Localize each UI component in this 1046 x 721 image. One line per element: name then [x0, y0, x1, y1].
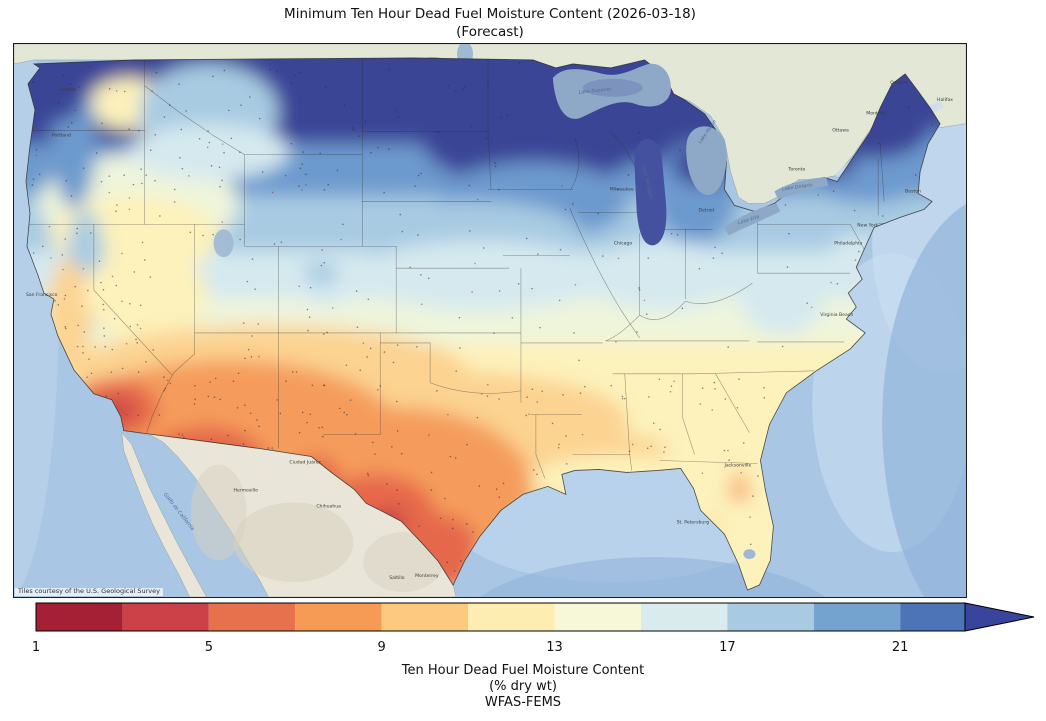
- colorbar-segment: [468, 603, 555, 631]
- map-frame: Lake Superior Lake Michigan Lake Huron Lake…: [13, 43, 967, 598]
- colorbar: 1 5 9 13 17 21: [0, 601, 1046, 663]
- lake-huron: [686, 126, 727, 195]
- colorbar-segment: [640, 603, 728, 631]
- title-line2: (Forecast): [456, 23, 524, 40]
- state-boundaries: [25, 57, 927, 479]
- colorbar-segment: [900, 603, 965, 631]
- colorbar-tick-label: 21: [892, 640, 909, 655]
- city-label: Philadelphia: [834, 240, 862, 246]
- city-label: Saltillo: [389, 575, 405, 581]
- city-label: Ottawa: [832, 128, 849, 134]
- title-line1: Minimum Ten Hour Dead Fuel Moisture Cont…: [284, 6, 696, 22]
- mexico-land: [121, 430, 457, 597]
- caption-line1: Ten Hour Dead Fuel Moisture Content: [401, 663, 645, 678]
- city-label: Portland: [52, 133, 71, 139]
- great-salt-lake: [213, 229, 234, 258]
- colorbar-tick-label: 5: [205, 640, 213, 655]
- lake-erie: [724, 203, 781, 236]
- city-label: Virginia Beach: [820, 312, 853, 318]
- colorbar-tick-label: 9: [378, 640, 386, 655]
- colorbar-segment: [122, 603, 209, 631]
- caption-line2: (% dry wt): [489, 679, 557, 694]
- city-label: Toronto: [787, 167, 805, 173]
- city-label: Monterrey: [415, 573, 439, 579]
- city-label: Jacksonville: [724, 462, 752, 468]
- city-label: Halifax: [937, 97, 953, 103]
- colorbar-outline: [35, 602, 966, 632]
- great-lakes: [213, 63, 829, 560]
- colorbar-segment: [208, 603, 296, 631]
- city-label: New York: [857, 222, 878, 228]
- map-attribution: Tiles courtesy of the U.S. Geological Su…: [15, 587, 163, 596]
- water-label: Lake Ontario: [782, 182, 813, 192]
- city-label: Chihuahua: [316, 503, 341, 509]
- colorbar-segment: [295, 603, 382, 631]
- city-label: Detroit: [699, 207, 715, 213]
- colorbar-segment: [381, 603, 469, 631]
- colorbar-segment: [36, 603, 123, 631]
- water-label: Lake Superior: [578, 86, 612, 96]
- colorbar-tick-label: 17: [719, 640, 736, 655]
- city-label: St. Petersburg: [677, 519, 710, 525]
- lake-ontario: [774, 177, 829, 200]
- caption: Ten Hour Dead Fuel Moisture Content (% d…: [0, 663, 1046, 711]
- colorbar-tick-label: 1: [32, 640, 40, 655]
- lake-michigan: [634, 138, 667, 246]
- colorbar-arrow: [964, 602, 1035, 632]
- city-label: Seattle: [60, 87, 76, 93]
- city-label: Montréal: [866, 110, 886, 117]
- city-label: Hermosillo: [234, 487, 259, 493]
- city-label: Milwaukee: [610, 186, 634, 192]
- colorbar-segment: [554, 603, 641, 631]
- figure-title: Minimum Ten Hour Dead Fuel Moisture Cont…: [13, 6, 967, 42]
- city-label: Ciudad Juárez: [289, 458, 321, 465]
- colorbar-svg: 1 5 9 13 17 21: [32, 602, 1035, 655]
- colorbar-segment: [727, 603, 814, 631]
- lake-okeechobee: [743, 549, 756, 560]
- city-label: San Francisco: [26, 292, 58, 298]
- colorbar-tick-label: 13: [546, 640, 563, 655]
- city-label: Chicago: [614, 240, 633, 246]
- city-label: Québec: [890, 79, 908, 86]
- city-label: Boston: [905, 188, 921, 194]
- caption-line3: WFAS-FEMS: [484, 695, 562, 710]
- colorbar-segment: [813, 603, 901, 631]
- city-labels: Seattle Portland San Francisco Milwaukee Chi…: [26, 79, 953, 581]
